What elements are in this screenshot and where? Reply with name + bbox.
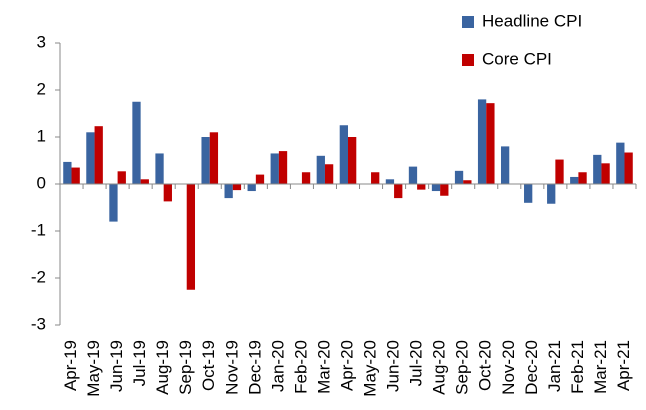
bar xyxy=(616,142,625,184)
bar xyxy=(371,172,380,184)
bar xyxy=(547,184,556,204)
x-tick-label: Nov-19 xyxy=(222,340,241,395)
x-tick-label: Sep-20 xyxy=(453,340,472,395)
legend-label: Core CPI xyxy=(482,49,552,68)
bar xyxy=(431,184,441,192)
bar xyxy=(94,126,103,184)
bar xyxy=(524,184,533,203)
bar xyxy=(324,164,334,184)
legend-swatch xyxy=(462,16,474,28)
bar xyxy=(463,180,472,184)
bar xyxy=(140,179,149,184)
bar xyxy=(255,174,265,184)
bar xyxy=(109,184,118,222)
bar xyxy=(408,166,418,184)
bar xyxy=(339,125,348,184)
x-tick-label: Nov-20 xyxy=(499,340,518,395)
x-tick-label: Dec-20 xyxy=(522,340,541,395)
bar xyxy=(270,153,279,184)
bar xyxy=(201,137,210,184)
bar xyxy=(578,172,587,184)
x-tick-label: Jul-19 xyxy=(130,340,149,386)
bar xyxy=(155,153,164,184)
x-tick-label: Apr-19 xyxy=(61,340,80,391)
bar xyxy=(440,184,449,196)
x-tick-label: Jun-20 xyxy=(384,340,403,392)
bar xyxy=(186,184,196,290)
x-tick-label: Jul-20 xyxy=(407,340,426,386)
bar xyxy=(601,163,610,184)
bar xyxy=(316,155,325,184)
y-tick-label: -3 xyxy=(31,314,46,333)
bar xyxy=(117,171,126,184)
bar xyxy=(486,103,495,184)
legend-label: Headline CPI xyxy=(482,11,582,30)
bar xyxy=(247,184,256,192)
x-tick-label: Oct-19 xyxy=(199,340,218,391)
x-tick-label: Apr-20 xyxy=(337,340,356,391)
bar xyxy=(593,154,602,184)
y-tick-label: -2 xyxy=(31,267,46,286)
bar xyxy=(63,161,72,184)
bar xyxy=(394,184,403,199)
x-tick-label: Feb-20 xyxy=(291,340,310,394)
x-tick-label: Aug-19 xyxy=(153,340,172,395)
bar xyxy=(570,176,579,184)
bar xyxy=(278,151,288,184)
x-tick-label: May-19 xyxy=(84,340,103,397)
bar xyxy=(224,184,233,199)
bar xyxy=(385,179,395,184)
x-tick-label: Aug-20 xyxy=(430,340,449,395)
bar xyxy=(348,137,357,184)
legend-swatch xyxy=(462,54,474,66)
x-tick-label: Apr-21 xyxy=(614,340,633,391)
x-tick-label: Jan-20 xyxy=(268,340,287,392)
x-tick-label: Dec-19 xyxy=(245,340,264,395)
x-tick-label: Sep-19 xyxy=(176,340,195,395)
y-tick-label: 2 xyxy=(37,79,46,98)
bar xyxy=(454,170,464,184)
x-tick-label: May-20 xyxy=(361,340,380,397)
bar xyxy=(500,146,510,184)
x-tick-label: Mar-21 xyxy=(591,340,610,394)
bar xyxy=(232,184,242,191)
x-tick-label: Oct-20 xyxy=(476,340,495,391)
bar xyxy=(86,132,95,184)
y-tick-label: 1 xyxy=(37,126,46,145)
x-tick-label: Jan-21 xyxy=(545,340,564,392)
bar xyxy=(555,159,564,184)
bar xyxy=(209,132,219,184)
y-tick-label: 0 xyxy=(37,173,46,192)
bar xyxy=(132,101,141,184)
bar xyxy=(301,172,311,184)
y-tick-label: 3 xyxy=(37,32,46,51)
x-tick-label: Feb-21 xyxy=(568,340,587,394)
bar xyxy=(477,99,487,184)
y-tick-label: -1 xyxy=(31,220,46,239)
x-tick-label: Jun-19 xyxy=(107,340,126,392)
bar xyxy=(163,184,172,202)
x-tick-label: Mar-20 xyxy=(314,340,333,394)
bar xyxy=(417,184,426,190)
bar xyxy=(71,167,80,184)
bar xyxy=(624,152,633,184)
